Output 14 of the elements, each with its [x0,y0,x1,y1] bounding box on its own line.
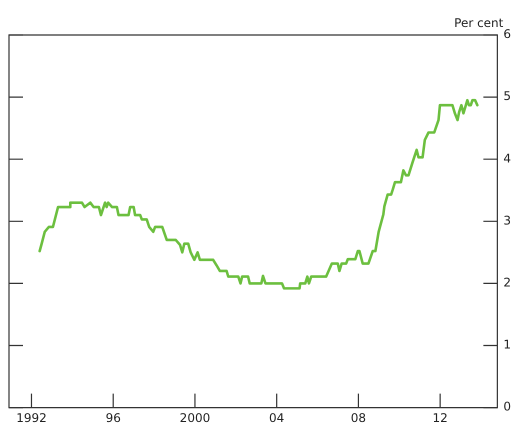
x-tick-label: 04 [269,410,284,425]
x-tick-label: 1992 [16,410,47,425]
y-tick-label: 2 [503,276,512,290]
y-tick-label: 0 [503,400,512,414]
y-tick-label: 6 [503,27,512,42]
x-tick-label: 96 [106,410,121,425]
y-axis-title: Per cent [454,16,504,30]
x-tick-label: 2000 [180,410,210,425]
x-tick-label: 08 [350,410,366,425]
y-tick-label: 3 [503,213,512,228]
x-tick-label: 12 [432,410,448,425]
y-tick-label: 4 [503,151,512,166]
y-tick-label: 1 [503,338,512,352]
y-tick-label: 5 [503,89,512,104]
